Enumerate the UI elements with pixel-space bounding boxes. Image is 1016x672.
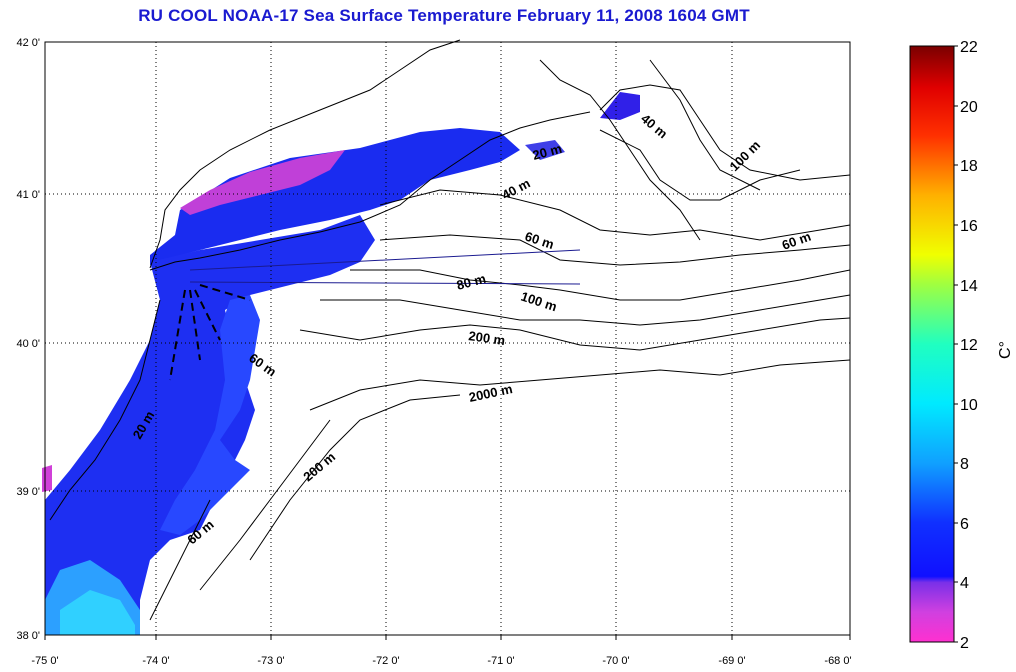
lon-tick: -72 0' <box>372 655 399 667</box>
lat-tick-labels: 42 0' 41 0' 40 0' 39 0' 38 0' <box>16 37 40 642</box>
depth-label: 200 m <box>300 449 338 484</box>
sst-patch-sound <box>150 128 520 265</box>
depth-label: 200 m <box>468 328 507 348</box>
depth-label: 60 m <box>246 350 279 379</box>
lon-tick: -71 0' <box>487 655 514 667</box>
colorbar-gradient <box>909 45 955 643</box>
colorbar-tick-label: 18 <box>960 158 978 175</box>
map-frame <box>44 41 851 636</box>
colorbar-unit: C° <box>997 341 1014 359</box>
colorbar-tick-label: 10 <box>960 397 978 414</box>
colorbar-tick-label: 20 <box>960 99 978 116</box>
colorbar-tick-label: 4 <box>960 575 969 592</box>
map-title: RU COOL NOAA-17 Sea Surface Temperature … <box>138 6 750 25</box>
depth-label: 100 m <box>519 289 559 315</box>
lon-tick: -68 0' <box>824 655 851 667</box>
sst-patch-vineyard <box>525 140 565 160</box>
lon-tick: -73 0' <box>257 655 284 667</box>
colorbar-ticks <box>954 45 958 643</box>
lat-tick: 42 0' <box>16 37 40 49</box>
transects <box>169 284 251 381</box>
lon-tick-labels: -75 0' -74 0' -73 0' -72 0' -71 0' -70 0… <box>31 655 851 667</box>
sst-layer <box>42 92 640 635</box>
colorbar-tick-label: 14 <box>960 278 978 295</box>
sst-patch-nj-shelf <box>160 295 260 535</box>
lat-tick: 40 0' <box>16 338 40 350</box>
track-lines <box>189 249 581 285</box>
lon-tick: -70 0' <box>602 655 629 667</box>
depth-label: 60 m <box>523 229 556 252</box>
sst-patch-pink <box>42 465 52 492</box>
lat-tick: 41 0' <box>16 189 40 201</box>
colorbar-tick-label: 22 <box>960 39 978 56</box>
colorbar-tick-label: 6 <box>960 516 969 533</box>
graticule <box>45 42 850 635</box>
lat-tick: 38 0' <box>16 630 40 642</box>
tick-marks <box>44 635 851 640</box>
lon-tick: -75 0' <box>31 655 58 667</box>
colorbar-tick-label: 12 <box>960 337 978 354</box>
depth-label: 20 m <box>531 141 564 163</box>
lon-tick: -74 0' <box>142 655 169 667</box>
colorbar: 22 20 18 16 14 12 10 8 6 4 2 C° <box>909 39 1014 652</box>
sst-patch-delmarva-cyan <box>60 590 135 635</box>
sst-patch-nantucket <box>600 92 640 120</box>
sst-patch-bight <box>45 215 375 635</box>
colorbar-tick-label: 2 <box>960 635 969 652</box>
sst-patch-sound-purple <box>180 150 345 215</box>
colorbar-tick-label: 8 <box>960 456 969 473</box>
lat-tick: 39 0' <box>16 486 40 498</box>
lon-tick: -69 0' <box>718 655 745 667</box>
coastline <box>49 39 851 521</box>
depth-label: 80 m <box>455 271 488 293</box>
colorbar-tick-label: 16 <box>960 218 978 235</box>
depth-label: 40 m <box>638 111 670 142</box>
depth-contours <box>149 59 851 621</box>
